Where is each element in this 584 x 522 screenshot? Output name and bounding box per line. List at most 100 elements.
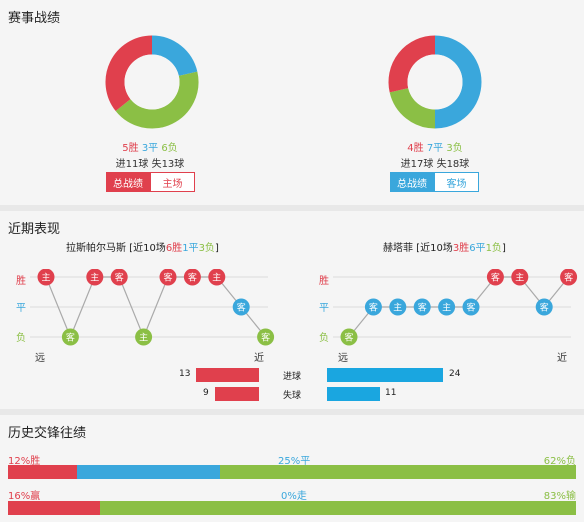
right-record-counts: 4胜 7平 3负 xyxy=(375,139,495,154)
history-row1-draw-segment xyxy=(76,465,221,479)
right-tab-overall[interactable]: 总战绩 xyxy=(390,172,434,192)
right-loss-count: 3负 xyxy=(446,143,463,154)
left-form-point[interactable]: 客 xyxy=(232,298,250,316)
left-form-point[interactable]: 主 xyxy=(135,328,153,346)
right-form-point[interactable]: 主 xyxy=(438,298,456,316)
right-form-marker xyxy=(486,269,504,286)
left-goals-for: 13 xyxy=(179,369,191,379)
right-record-donut xyxy=(388,35,482,129)
section-title-history: 历史交锋往绩 xyxy=(8,426,87,441)
right-form-point[interactable]: 主 xyxy=(511,269,529,286)
history-row2-loss-segment xyxy=(99,501,576,515)
right-form-point[interactable]: 客 xyxy=(364,298,382,316)
right-win-count: 4胜 xyxy=(407,143,424,154)
left-form-venue-label: 主 xyxy=(212,272,221,284)
left-axis-win: 胜 xyxy=(16,276,26,287)
right-form-marker xyxy=(340,328,358,346)
left-goals-against-bar xyxy=(215,387,259,401)
left-recent-header: 拉斯帕尔马斯 [近10场6胜1平3负] xyxy=(66,239,219,254)
left-form-point[interactable]: 客 xyxy=(110,269,128,286)
right-axis-win: 胜 xyxy=(319,276,329,287)
left-form-line xyxy=(45,276,267,339)
right-form-point[interactable]: 客 xyxy=(486,269,504,286)
right-form-marker xyxy=(535,298,553,316)
right-recent-wins: 3胜 xyxy=(452,243,470,254)
left-form-venue-label: 主 xyxy=(139,332,148,344)
left-form-point[interactable]: 客 xyxy=(159,269,177,286)
left-axis-far: 远 xyxy=(35,353,45,364)
left-tab-overall[interactable]: 总战绩 xyxy=(106,172,150,192)
left-form-point[interactable]: 客 xyxy=(61,328,79,346)
right-recent-draws: 6平 xyxy=(469,243,486,254)
right-form-point[interactable]: 客 xyxy=(462,298,480,316)
left-tab-home[interactable]: 主场 xyxy=(150,172,195,192)
left-form-marker xyxy=(37,269,55,286)
right-form-venue-label: 主 xyxy=(393,302,402,314)
right-form-marker xyxy=(511,269,529,286)
left-form-venue-label: 主 xyxy=(41,272,50,284)
right-form-venue-label: 客 xyxy=(369,302,378,314)
right-form-line xyxy=(348,276,570,338)
left-record-counts: 5胜 3平 6负 xyxy=(90,139,210,154)
recent-section: 近期表现 拉斯帕尔马斯 [近10场6胜1平3负] 赫塔菲 [近10场3胜6平1负… xyxy=(0,211,584,409)
goals-conceded-label: 失球 xyxy=(283,391,302,401)
right-record-tabs: 总战绩 客场 xyxy=(390,172,479,192)
left-recent-wins: 6胜 xyxy=(165,243,183,254)
right-form-venue-label: 客 xyxy=(491,272,500,284)
right-donut-loss-slice xyxy=(389,87,436,129)
left-donut-draw-slice xyxy=(151,35,198,77)
history-row2-win-segment xyxy=(8,501,100,515)
left-draw-count: 3平 xyxy=(141,143,159,154)
left-form-venue-label: 客 xyxy=(188,272,197,284)
right-axis-far: 远 xyxy=(338,353,348,364)
right-form-venue-label: 主 xyxy=(515,272,524,284)
left-form-point[interactable]: 主 xyxy=(86,269,104,286)
right-form-venue-label: 客 xyxy=(344,332,353,344)
left-form-venue-label: 客 xyxy=(66,332,75,344)
goals-scored-label: 进球 xyxy=(283,372,302,382)
right-form-marker xyxy=(364,298,382,316)
left-form-point[interactable]: 主 xyxy=(208,269,226,286)
right-axis-near: 近 xyxy=(557,353,567,364)
left-form-marker xyxy=(159,269,177,286)
right-form-marker xyxy=(413,298,431,316)
history-section: 历史交锋往绩 12%胜 25%平 62%负 16%赢 0%走 83%输 xyxy=(0,415,584,522)
section-title-recent: 近期表现 xyxy=(8,222,61,237)
left-form-point[interactable]: 主 xyxy=(37,269,55,286)
right-form-point[interactable]: 客 xyxy=(340,328,358,346)
history-row1-left: 12%胜 xyxy=(8,456,41,467)
history-row2-mid: 0%走 xyxy=(281,491,307,502)
right-form-point[interactable]: 客 xyxy=(535,298,553,316)
left-form-point[interactable]: 客 xyxy=(257,328,275,346)
right-form-marker xyxy=(438,298,456,316)
right-goals-line: 进17球 失18球 xyxy=(400,159,470,170)
right-axis-loss: 负 xyxy=(319,333,329,344)
left-loss-count: 6负 xyxy=(161,143,178,154)
history-row1-mid: 25%平 xyxy=(278,456,311,467)
left-form-venue-label: 主 xyxy=(90,272,99,284)
right-draw-count: 7平 xyxy=(426,143,444,154)
history-row1-bar xyxy=(8,465,576,479)
right-form-point[interactable]: 客 xyxy=(413,298,431,316)
right-goals-against-bar xyxy=(327,387,380,401)
left-form-marker xyxy=(61,328,79,346)
record-section: 赛事战绩 5胜 3平 6负 进11球 失13球 4胜 7平 3负 进17球 失1… xyxy=(0,0,584,205)
left-form-venue-label: 客 xyxy=(115,272,124,284)
left-form-chart: 主客主 客主客客主客客 xyxy=(30,269,275,346)
right-form-point[interactable]: 客 xyxy=(560,269,578,286)
left-form-point[interactable]: 客 xyxy=(183,269,201,286)
left-form-venue-label: 客 xyxy=(261,332,270,344)
right-form-point[interactable]: 主 xyxy=(389,298,407,316)
right-donut-win-slice xyxy=(388,35,436,93)
history-row1-right: 62%负 xyxy=(543,456,576,467)
left-recent-prefix: [近10场 xyxy=(126,243,166,254)
left-form-marker xyxy=(110,269,128,286)
left-form-marker xyxy=(208,269,226,286)
left-form-venue-label: 客 xyxy=(237,302,246,314)
right-recent-suffix: ] xyxy=(501,243,506,254)
left-axis-near: 近 xyxy=(254,353,264,364)
history-row2-right: 83%输 xyxy=(543,491,576,502)
right-form-venue-label: 客 xyxy=(466,302,475,314)
right-tab-away[interactable]: 客场 xyxy=(434,172,479,192)
right-donut-draw-slice xyxy=(434,35,482,129)
